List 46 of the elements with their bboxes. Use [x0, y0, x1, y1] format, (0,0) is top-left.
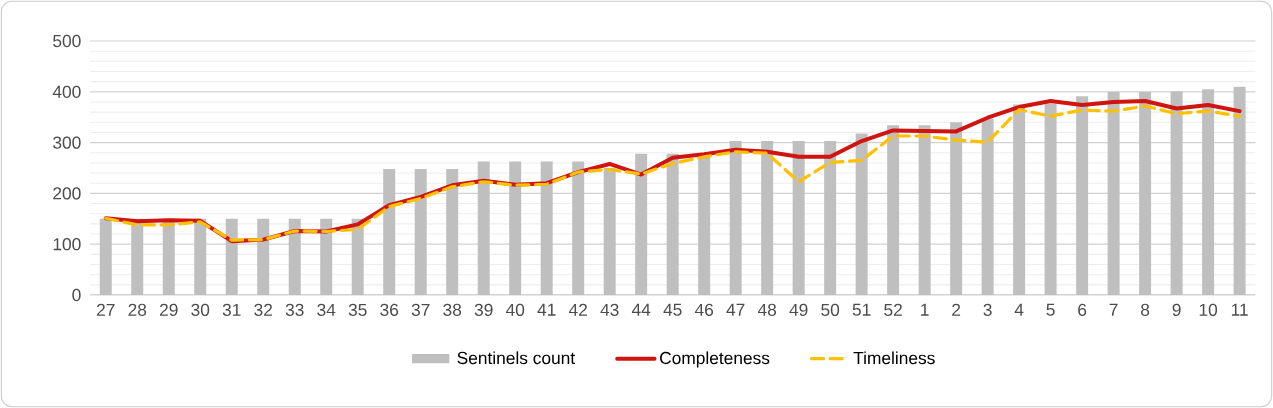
x-tick-label: 30: [191, 303, 210, 316]
x-tick-label: 50: [821, 303, 840, 316]
x-tick-label: 37: [411, 303, 430, 316]
x-tick-label: 3: [983, 303, 992, 316]
x-tick-label: 11: [1231, 303, 1248, 316]
x-tick-label: 46: [694, 303, 714, 316]
x-tick-label: 41: [537, 303, 556, 316]
y-tick-label: 300: [53, 136, 81, 149]
x-tick-label: 47: [726, 303, 745, 316]
x-tick-label: 1: [921, 303, 929, 316]
x-tick-label: 31: [222, 303, 241, 316]
x-tick-label: 35: [348, 303, 367, 316]
x-tick-label: 29: [159, 303, 178, 316]
x-tick-label: 44: [631, 303, 651, 316]
x-tick-label: 39: [474, 303, 493, 316]
x-tick-label: 2: [952, 303, 961, 316]
x-tick-label: 34: [317, 303, 336, 316]
y-tick-label: 400: [52, 85, 81, 98]
x-tick-label: 51: [852, 303, 871, 316]
legend-label: Sentinels count: [457, 351, 575, 365]
x-tick-label: 48: [757, 303, 777, 316]
x-tick-label: 33: [285, 303, 304, 316]
x-tick-label: 9: [1172, 303, 1181, 316]
x-tick-label: 45: [663, 303, 682, 316]
x-tick-label: 52: [884, 303, 902, 316]
x-tick-label: 4: [1014, 303, 1024, 316]
y-tick-label: 500: [53, 34, 81, 48]
y-tick-label: 100: [53, 238, 81, 251]
legend-label: Completeness: [660, 351, 770, 368]
x-tick-label: 28: [128, 303, 147, 316]
x-tick-label: 36: [380, 303, 399, 316]
x-tick-label: 42: [568, 303, 587, 316]
y-tick-label: 0: [72, 288, 81, 302]
x-tick-label: 38: [443, 303, 462, 316]
x-tick-label: 8: [1141, 303, 1150, 316]
x-tick-label: 27: [96, 303, 115, 316]
x-tick-label: 40: [505, 303, 525, 316]
x-tick-label: 7: [1109, 303, 1118, 316]
y-tick-label: 200: [53, 187, 81, 200]
x-tick-label: 43: [600, 303, 619, 316]
x-tick-label: 49: [789, 303, 808, 316]
x-tick-label: 32: [254, 303, 272, 316]
x-tick-label: 6: [1078, 303, 1087, 316]
legend-label: Timeliness: [853, 351, 935, 365]
x-tick-label: 5: [1046, 303, 1055, 316]
x-tick-label: 10: [1199, 303, 1218, 316]
